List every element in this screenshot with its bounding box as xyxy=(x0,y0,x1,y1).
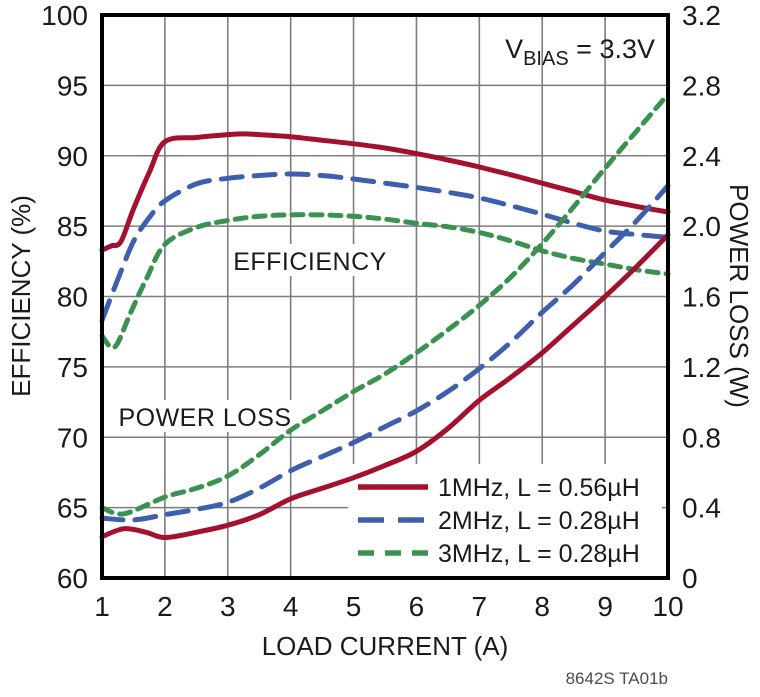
vbias-symbol: V xyxy=(505,34,523,64)
curve-eff-3mhz xyxy=(99,212,671,351)
x-axis-tick-labels: 1 2 3 4 5 6 7 8 9 10 xyxy=(94,591,683,622)
y-tick-left: 85 xyxy=(57,211,88,242)
y-tick-right: 0.8 xyxy=(682,422,721,453)
curve-eff-1mhz xyxy=(99,131,671,253)
power-loss-label-background xyxy=(118,400,294,432)
y-axis-title-right: POWER LOSS (W) xyxy=(724,184,754,408)
y-axis-title-left: EFFICIENCY (%) xyxy=(6,195,36,397)
curve-layer xyxy=(99,91,671,540)
footnote: 8642S TA01b xyxy=(566,669,668,688)
power-loss-curve-label: POWER LOSS xyxy=(118,404,291,432)
vbias-value: = 3.3V xyxy=(569,34,655,64)
x-tick: 1 xyxy=(94,591,110,622)
y-tick-left: 90 xyxy=(57,141,88,172)
x-tick: 6 xyxy=(409,591,425,622)
plot-frame xyxy=(100,13,670,580)
legend-label-2mhz: 2MHz, L = 0.28µH xyxy=(438,507,640,535)
x-tick: 8 xyxy=(534,591,550,622)
legend-item-1mhz: 1MHz, L = 0.56µH xyxy=(358,474,640,502)
y-tick-right: 1.6 xyxy=(682,282,721,313)
y-tick-left: 65 xyxy=(57,493,88,524)
legend-label-1mhz: 1MHz, L = 0.56µH xyxy=(438,474,640,502)
x-axis-title: LOAD CURRENT (A) xyxy=(262,631,509,661)
curve-pl-1mhz xyxy=(99,232,671,540)
y-tick-left: 100 xyxy=(41,0,88,31)
y-tick-left: 75 xyxy=(57,352,88,383)
legend-label-3mhz: 3MHz, L = 0.28µH xyxy=(438,540,640,568)
curve-pl-3mhz xyxy=(99,91,671,517)
y-tick-left: 60 xyxy=(57,563,88,594)
y-tick-right: 0.4 xyxy=(682,493,721,524)
y-tick-right: 2.0 xyxy=(682,211,721,242)
x-tick: 2 xyxy=(157,591,173,622)
legend-item-3mhz: 3MHz, L = 0.28µH xyxy=(358,540,640,568)
curve-pl-2mhz xyxy=(99,183,671,523)
y-tick-left: 70 xyxy=(57,422,88,453)
vbias-subscript: BIAS xyxy=(523,48,569,70)
x-tick: 9 xyxy=(597,591,613,622)
y-tick-right: 3.2 xyxy=(682,0,721,31)
legend-item-2mhz: 2MHz, L = 0.28µH xyxy=(358,507,640,535)
y-tick-left: 80 xyxy=(57,282,88,313)
y-axis-right-tick-labels: 3.2 2.8 2.4 2.0 1.6 1.2 0.8 0.4 0 xyxy=(682,0,721,594)
efficiency-label-background xyxy=(234,244,388,276)
x-tick: 3 xyxy=(220,591,236,622)
x-tick: 5 xyxy=(346,591,362,622)
y-tick-right: 2.8 xyxy=(682,70,721,101)
vbias-annotation: VBIAS = 3.3V xyxy=(505,34,655,70)
efficiency-curve-label: EFFICIENCY xyxy=(233,248,387,276)
y-axis-left-tick-labels: 100 95 90 85 80 75 70 65 60 xyxy=(41,0,88,594)
y-tick-right: 1.2 xyxy=(682,352,721,383)
y-tick-left: 95 xyxy=(57,70,88,101)
x-tick: 7 xyxy=(472,591,488,622)
x-tick: 4 xyxy=(283,591,299,622)
y-tick-right: 0 xyxy=(682,563,698,594)
x-tick: 10 xyxy=(652,591,683,622)
legend: 1MHz, L = 0.56µH 2MHz, L = 0.28µH 3MHz, … xyxy=(358,474,640,568)
y-tick-right: 2.4 xyxy=(682,141,721,172)
